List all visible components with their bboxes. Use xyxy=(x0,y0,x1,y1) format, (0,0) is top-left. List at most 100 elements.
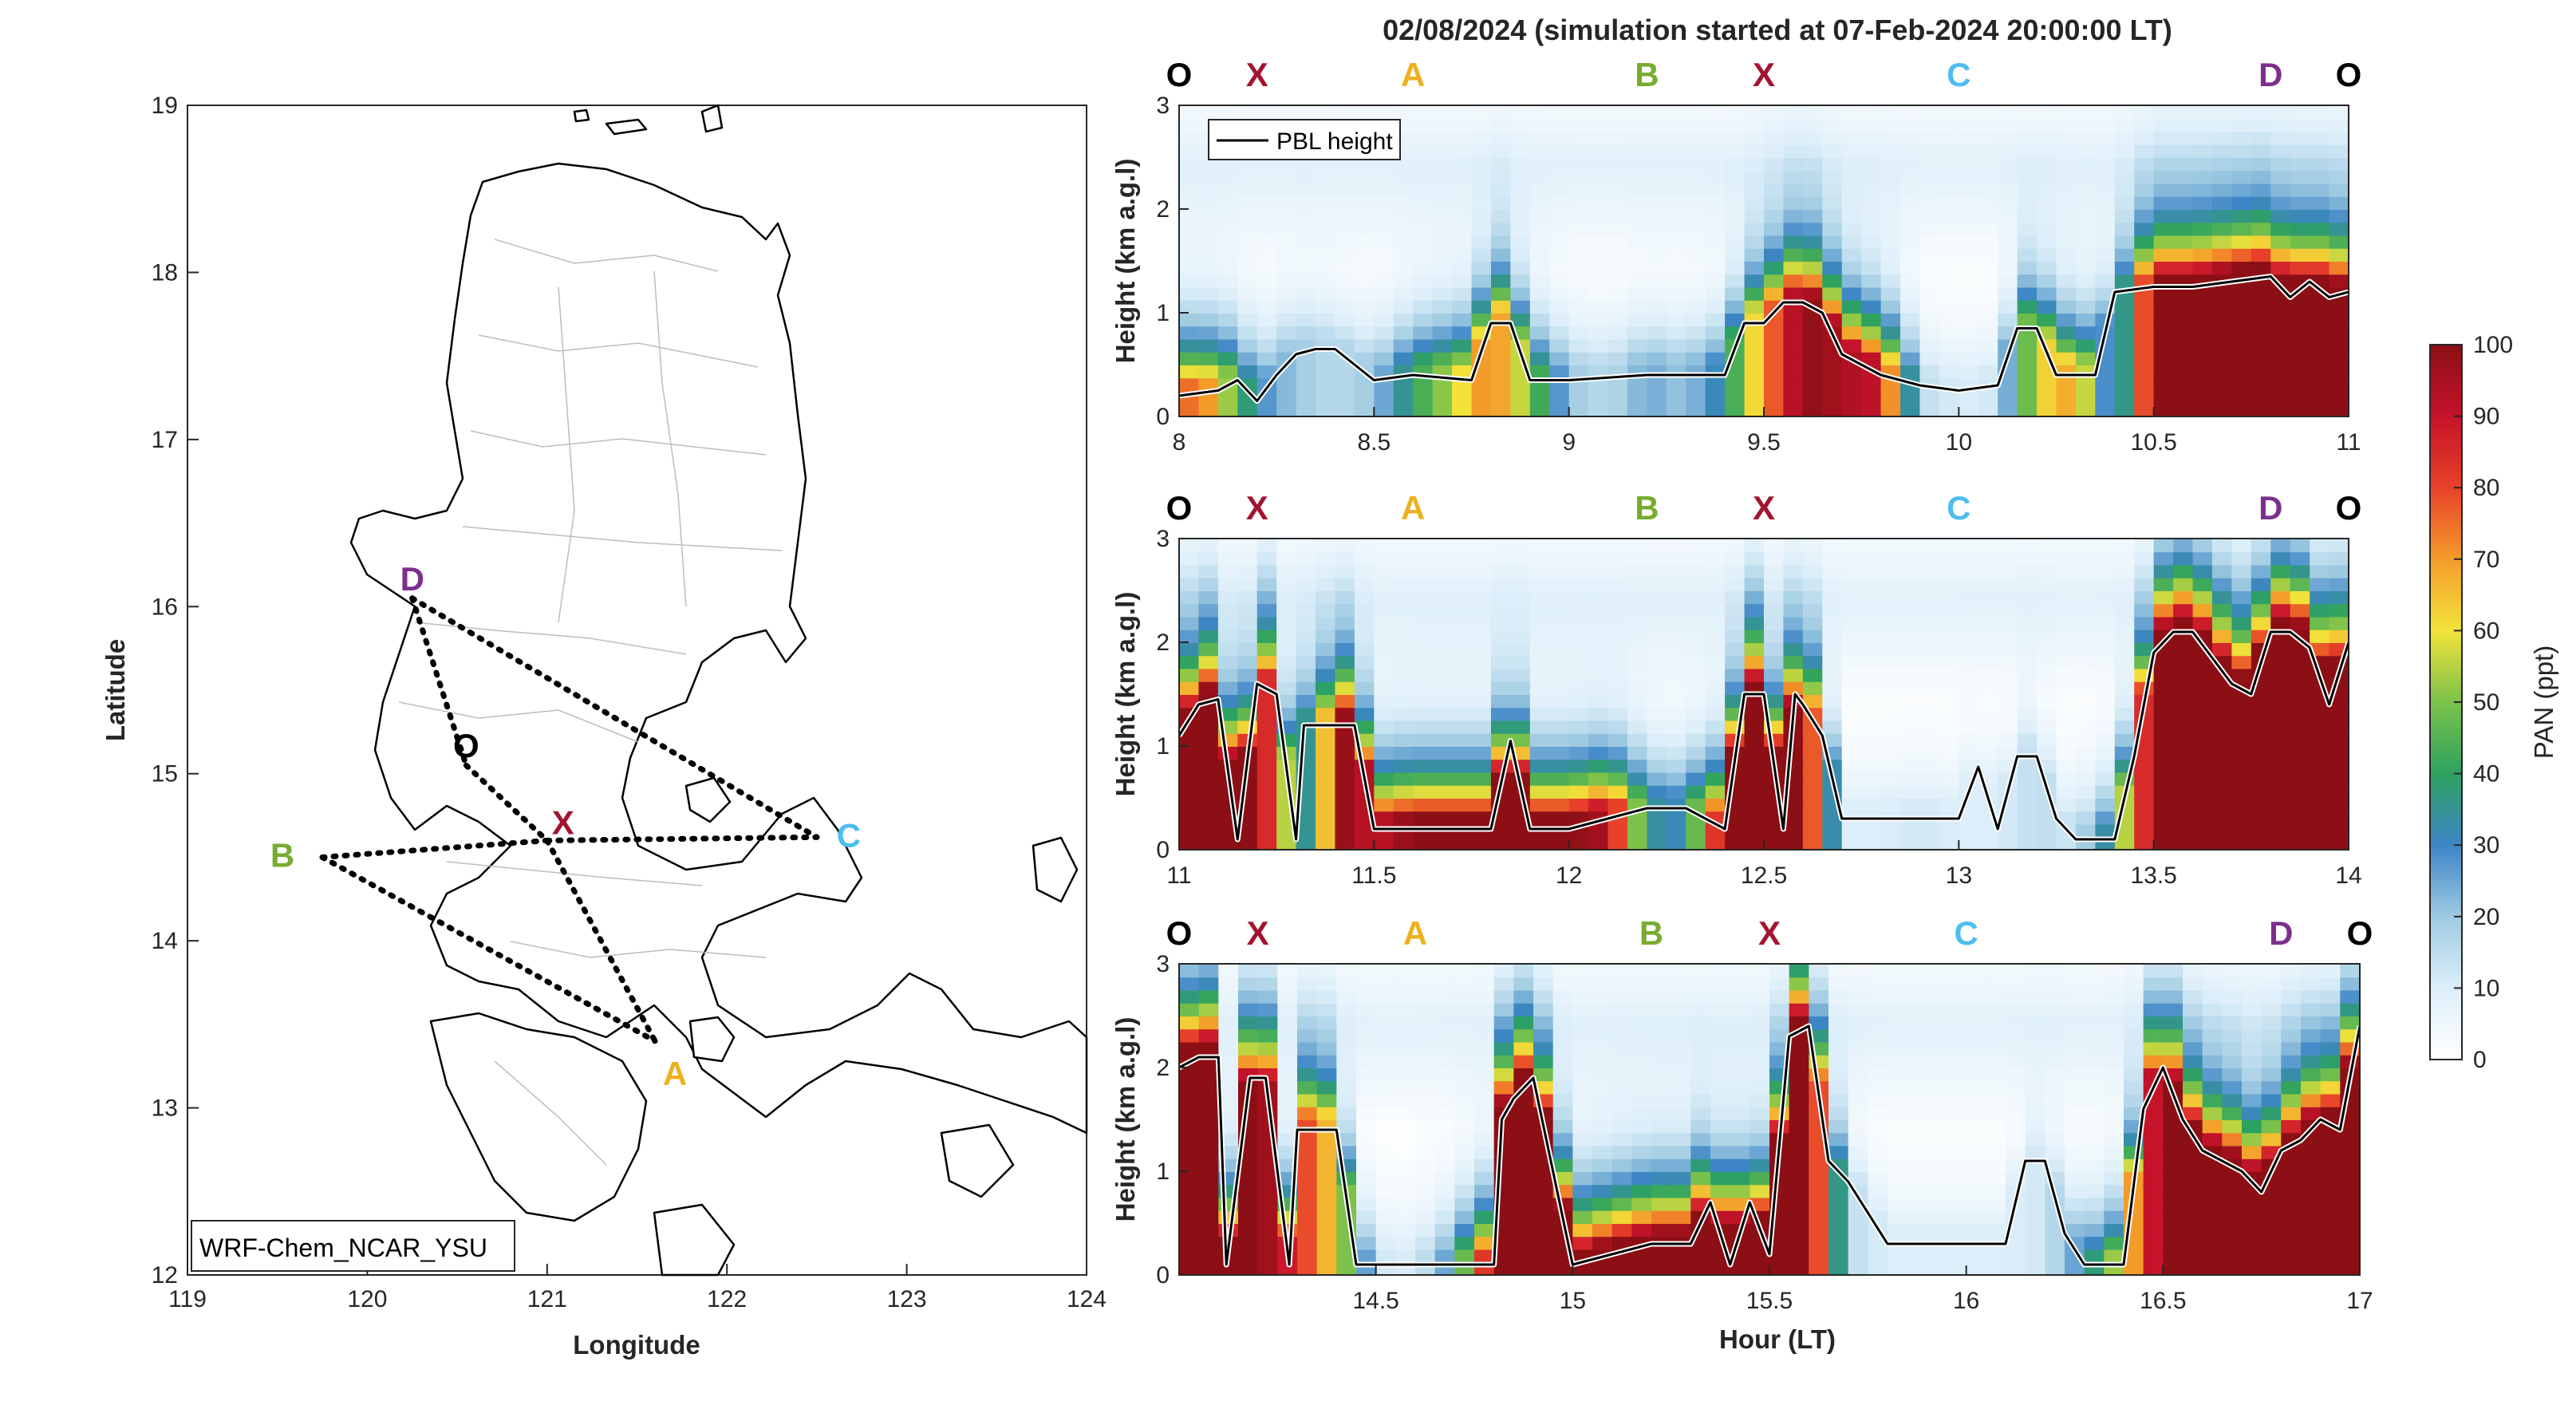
heatmap-cell xyxy=(2017,222,2038,236)
heatmap-cell xyxy=(1848,1261,1869,1275)
heatmap-cell xyxy=(1631,1041,1652,1056)
heatmap-cell xyxy=(1393,235,1414,249)
heatmap-cell xyxy=(2114,222,2136,236)
heatmap-cell xyxy=(2211,551,2233,566)
heatmap-cell xyxy=(1179,351,1200,365)
heatmap-cell xyxy=(2037,732,2057,747)
heatmap-cell xyxy=(1237,590,1258,605)
heatmap-cell xyxy=(2290,326,2311,340)
heatmap-cell xyxy=(2281,1119,2302,1134)
heatmap-cell xyxy=(1966,1261,1987,1275)
heatmap-cell xyxy=(1549,170,1570,184)
heatmap-cell xyxy=(2045,1054,2065,1068)
heatmap-cell xyxy=(1959,551,1979,566)
heatmap-cell xyxy=(1978,313,1999,327)
heatmap-cell xyxy=(2056,326,2077,340)
heatmap-cell xyxy=(2134,577,2155,591)
map-point-X: X xyxy=(552,803,574,841)
heatmap-cell xyxy=(1413,577,1434,591)
heatmap-cell xyxy=(1257,1210,1279,1224)
heatmap-cell xyxy=(2134,784,2155,799)
heatmap-cell xyxy=(2163,1002,2183,1016)
heatmap-cell xyxy=(1454,1068,1475,1082)
heatmap-cell xyxy=(1919,732,1940,747)
heatmap-cell xyxy=(1316,1002,1338,1016)
heatmap-cell xyxy=(1356,1132,1377,1147)
heatmap-cell xyxy=(2251,209,2272,223)
heatmap-cell xyxy=(1179,564,1200,578)
heatmap-cell xyxy=(1828,1002,1849,1016)
heatmap-cell xyxy=(1888,1145,1908,1159)
heatmap-cell xyxy=(1900,195,1921,210)
heatmap-cell xyxy=(1998,655,2018,669)
heatmap-cell xyxy=(1393,629,1414,643)
heatmap-cell xyxy=(1474,1054,1495,1068)
heatmap-cell xyxy=(1277,1119,1298,1134)
heatmap-cell xyxy=(1690,964,1711,978)
heatmap-cell xyxy=(2037,144,2057,158)
x-tick-label: 9 xyxy=(1562,429,1576,456)
colorbar-tick-label: 0 xyxy=(2473,1047,2487,1073)
heatmap-cell xyxy=(1710,1068,1731,1082)
heatmap-cell xyxy=(2025,1080,2046,1095)
heatmap-cell xyxy=(1959,261,1979,275)
heatmap-cell xyxy=(1432,261,1454,275)
heatmap-cell xyxy=(2056,144,2077,158)
heatmap-cell xyxy=(1769,1236,1790,1250)
heatmap-cell xyxy=(2211,798,2233,812)
heatmap-cell xyxy=(1750,1119,1770,1134)
heatmap-cell xyxy=(1552,1145,1574,1159)
heatmap-cell xyxy=(1647,338,1667,353)
heatmap-cell xyxy=(1809,1028,1829,1043)
heatmap-cell xyxy=(1217,694,1239,708)
heatmap-cell xyxy=(1966,1016,1987,1030)
heatmap-cell xyxy=(1238,977,1259,991)
heatmap-cell xyxy=(2163,977,2183,991)
heatmap-cell xyxy=(1822,551,1843,566)
heatmap-cell xyxy=(2320,1223,2341,1237)
heatmap-cell xyxy=(1529,365,1551,379)
heatmap-cell xyxy=(1900,222,1921,236)
heatmap-cell xyxy=(1919,261,1940,275)
heatmap-cell xyxy=(2143,1132,2164,1147)
heatmap-cell xyxy=(2075,338,2097,353)
heatmap-cell xyxy=(1647,247,1667,262)
heatmap-cell xyxy=(1783,247,1804,262)
heatmap-cell xyxy=(2270,105,2291,120)
heatmap-cell xyxy=(1686,720,1706,734)
heatmap-cell xyxy=(1848,964,1869,978)
heatmap-cell xyxy=(1686,694,1706,708)
heatmap-cell xyxy=(1705,746,1726,760)
heatmap-cell xyxy=(2124,1028,2144,1043)
heatmap-cell xyxy=(1490,668,1512,682)
heatmap-cell xyxy=(1592,1184,1613,1198)
heatmap-cell xyxy=(2251,784,2272,799)
heatmap-cell xyxy=(2270,811,2291,825)
heatmap-cell xyxy=(2025,1068,2046,1082)
heatmap-cell xyxy=(1919,798,1940,812)
heatmap-cell xyxy=(1861,222,1882,236)
heatmap-cell xyxy=(1316,1132,1338,1147)
heatmap-cell xyxy=(1592,1171,1613,1186)
heatmap-cell xyxy=(1809,989,1829,1004)
heatmap-cell xyxy=(2211,118,2233,132)
heatmap-cell xyxy=(2222,1132,2243,1147)
heatmap-cell xyxy=(1802,836,1824,850)
heatmap-cell xyxy=(1296,313,1317,327)
heatmap-cell xyxy=(2261,1093,2282,1107)
heatmap-cell xyxy=(2017,823,2038,838)
heatmap-cell xyxy=(1828,1068,1849,1082)
map-point-O: O xyxy=(453,727,479,764)
heatmap-cell xyxy=(1939,209,1960,223)
heatmap-cell xyxy=(1978,603,1999,618)
heatmap-cell xyxy=(1927,1080,1947,1095)
heatmap-cell xyxy=(1783,564,1804,578)
heatmap-cell xyxy=(1490,235,1512,249)
heatmap-cell xyxy=(2075,247,2097,262)
heatmap-cell xyxy=(1393,798,1414,812)
heatmap-cell xyxy=(1316,351,1336,365)
heatmap-cell xyxy=(1939,681,1960,695)
heatmap-cell xyxy=(1413,655,1434,669)
